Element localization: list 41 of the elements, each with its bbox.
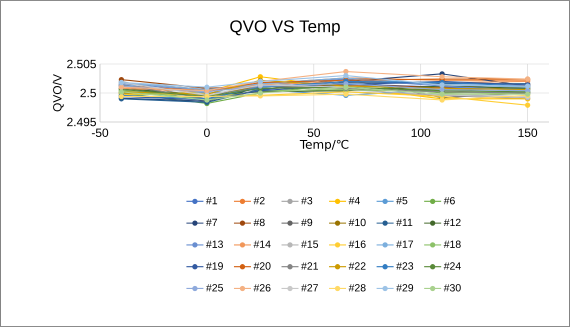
legend-label: #4 [348,197,360,204]
legend-label: #3 [301,196,312,204]
legend-label: #1 [206,197,218,204]
legend-label: #24 [444,262,461,270]
legend-label: #17 [396,240,414,248]
legend-label: #22 [348,262,366,270]
legend-label: #20 [254,262,271,270]
legend-label: #9 [301,218,312,226]
legend-label: #8 [254,218,265,226]
x-tick-label: 0 [204,128,210,137]
y-axis-title: QVO/V [52,74,64,112]
legend-label: #18 [444,240,461,248]
x-tick-label: 150 [518,128,538,137]
legend-label: #12 [444,218,461,226]
legend-label: #7 [206,218,218,226]
x-tick-label: 100 [412,128,430,137]
legend-label: #21 [301,262,318,270]
legend-label: #15 [301,240,318,248]
chart-title: QVO VS Temp [230,20,340,36]
legend-label: #29 [396,284,414,292]
legend-label: #27 [301,284,318,292]
legend-label: #14 [254,240,271,248]
legend-label: #23 [396,262,414,270]
legend-label: #26 [254,284,271,292]
legend-label: #11 [396,218,412,226]
legend-label: #19 [206,262,223,270]
legend-label: #2 [254,196,265,204]
y-tick-label: 2.495 [67,118,96,126]
legend-label: #6 [444,196,455,204]
x-axis-title: Temp/℃ [300,140,348,152]
x-tick-label: 50 [308,128,320,137]
legend-label: #10 [348,218,366,226]
x-tick-label: -50 [92,128,108,137]
y-tick-label: 2.505 [67,60,96,68]
y-tick-label: 2.5 [80,88,96,98]
legend-label: #5 [396,197,408,204]
legend-label: #13 [206,240,223,248]
legend-label: #25 [206,284,223,292]
legend-label: #16 [348,240,366,248]
legend-label: #28 [348,284,366,292]
legend-label: #30 [444,284,461,292]
